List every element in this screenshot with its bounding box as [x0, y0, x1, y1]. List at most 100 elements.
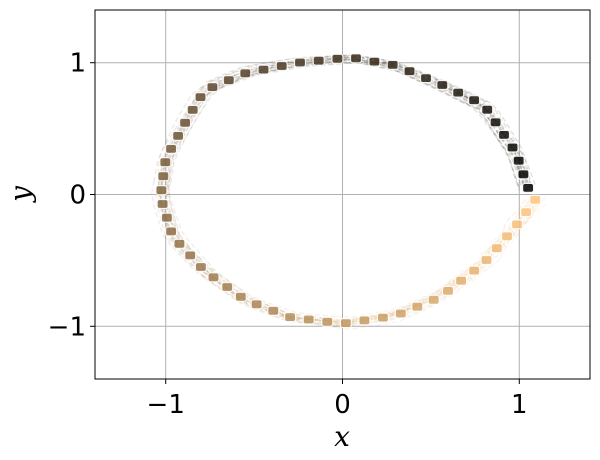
- data-point: [184, 250, 197, 261]
- data-point: [267, 305, 280, 316]
- sample-trajectory-segment: [348, 62, 467, 105]
- data-point: [452, 87, 465, 98]
- x-tick-label: −1: [147, 390, 185, 420]
- data-point: [159, 157, 172, 168]
- data-point: [194, 91, 207, 103]
- data-point: [186, 104, 199, 116]
- data-point: [165, 226, 178, 237]
- sample-trajectory-segment: [462, 98, 520, 189]
- data-point: [436, 79, 449, 91]
- data-point: [157, 171, 170, 182]
- data-point: [321, 316, 334, 327]
- sample-trajectory-segment: [157, 90, 213, 186]
- data-point: [368, 56, 381, 67]
- data-point: [194, 261, 207, 273]
- data-point: [411, 301, 424, 312]
- data-point: [239, 68, 252, 79]
- sample-trajectory-segment: [449, 198, 531, 286]
- data-point: [331, 53, 344, 64]
- data-point: [173, 238, 186, 249]
- data-point: [179, 117, 192, 128]
- sample-trajectory-segment: [211, 275, 333, 324]
- data-point: [221, 281, 234, 293]
- sample-trajectory-segment: [157, 87, 201, 183]
- sample-trajectory-segment: [334, 58, 463, 94]
- data-point: [165, 143, 178, 154]
- sample-trajectory-segment: [167, 179, 213, 271]
- data-point: [160, 212, 173, 223]
- data-point: [207, 272, 220, 283]
- data-point: [234, 291, 247, 302]
- sample-trajectory-segment: [168, 182, 216, 276]
- data-point: [302, 314, 315, 325]
- data-point: [529, 194, 542, 205]
- data-point: [386, 59, 399, 71]
- data-point: [275, 60, 288, 72]
- sample-trajectory-segment: [332, 55, 460, 102]
- data-point: [519, 207, 533, 218]
- data-point: [468, 265, 481, 276]
- data-point: [403, 66, 416, 77]
- data-point: [156, 198, 169, 210]
- tick-layer: −1 0 1 −1 0 1: [48, 49, 528, 420]
- sample-trajectory-segment: [333, 277, 457, 322]
- sample-trajectory-segment: [210, 57, 339, 89]
- data-point: [489, 117, 502, 128]
- sample-trajectory-segment: [462, 96, 527, 187]
- y-tick-label: −1: [48, 312, 86, 342]
- data-point: [172, 130, 185, 141]
- data-point: [257, 64, 270, 75]
- data-point: [506, 142, 519, 153]
- data-point: [510, 219, 524, 230]
- sample-trajectory-segment: [465, 103, 521, 190]
- data-point: [250, 299, 263, 310]
- y-tick-label: 1: [69, 49, 86, 79]
- x-tick-label: 0: [334, 390, 351, 420]
- sample-trajectory-segment: [167, 177, 223, 277]
- data-point: [480, 254, 493, 266]
- sample-trajectory-segment: [341, 54, 470, 96]
- data-point: [293, 57, 307, 68]
- sample-trajectory-segment: [465, 195, 541, 285]
- sample-trajectory-segment: [169, 88, 221, 180]
- sample-trajectory-segment: [464, 102, 520, 191]
- sample-trajectory-segment: [350, 56, 475, 101]
- y-axis-label: y: [4, 185, 37, 204]
- data-point: [500, 231, 514, 242]
- data-point: [376, 312, 389, 323]
- sample-trajectory-segment: [210, 275, 332, 326]
- data-point: [497, 129, 511, 140]
- sample-trajectory-segment: [160, 87, 209, 187]
- x-axis-label: x: [334, 420, 350, 453]
- sample-trajectory-segment: [338, 57, 467, 98]
- sample-trajectory-segment: [449, 198, 528, 286]
- data-point: [349, 53, 363, 64]
- sample-trajectory-segment: [343, 54, 470, 104]
- sample-trajectory-segment: [211, 60, 341, 92]
- trajectory-samples: [151, 54, 547, 330]
- data-point: [358, 315, 371, 326]
- sample-trajectory-segment: [347, 62, 466, 104]
- sample-trajectory-segment: [333, 280, 458, 323]
- data-point: [427, 294, 440, 305]
- data-point: [394, 308, 407, 319]
- data-point: [521, 182, 535, 193]
- data-point: [312, 55, 325, 66]
- y-tick-label: 0: [69, 181, 86, 211]
- data-point: [206, 81, 219, 93]
- data-point: [284, 312, 297, 323]
- sample-trajectory-segment: [207, 55, 333, 83]
- sample-trajectory-segment: [219, 275, 336, 318]
- data-point: [455, 275, 468, 286]
- data-point: [512, 155, 525, 166]
- sample-trajectory-segment: [211, 278, 333, 324]
- data-point: [222, 75, 235, 86]
- sample-trajectory-segment: [151, 181, 206, 280]
- x-tick-label: 1: [511, 390, 528, 420]
- sample-trajectory-segment: [345, 57, 469, 105]
- data-point: [481, 104, 494, 115]
- sample-trajectory-segment: [341, 60, 471, 101]
- sample-trajectory-segment: [153, 83, 211, 182]
- data-point: [441, 285, 455, 296]
